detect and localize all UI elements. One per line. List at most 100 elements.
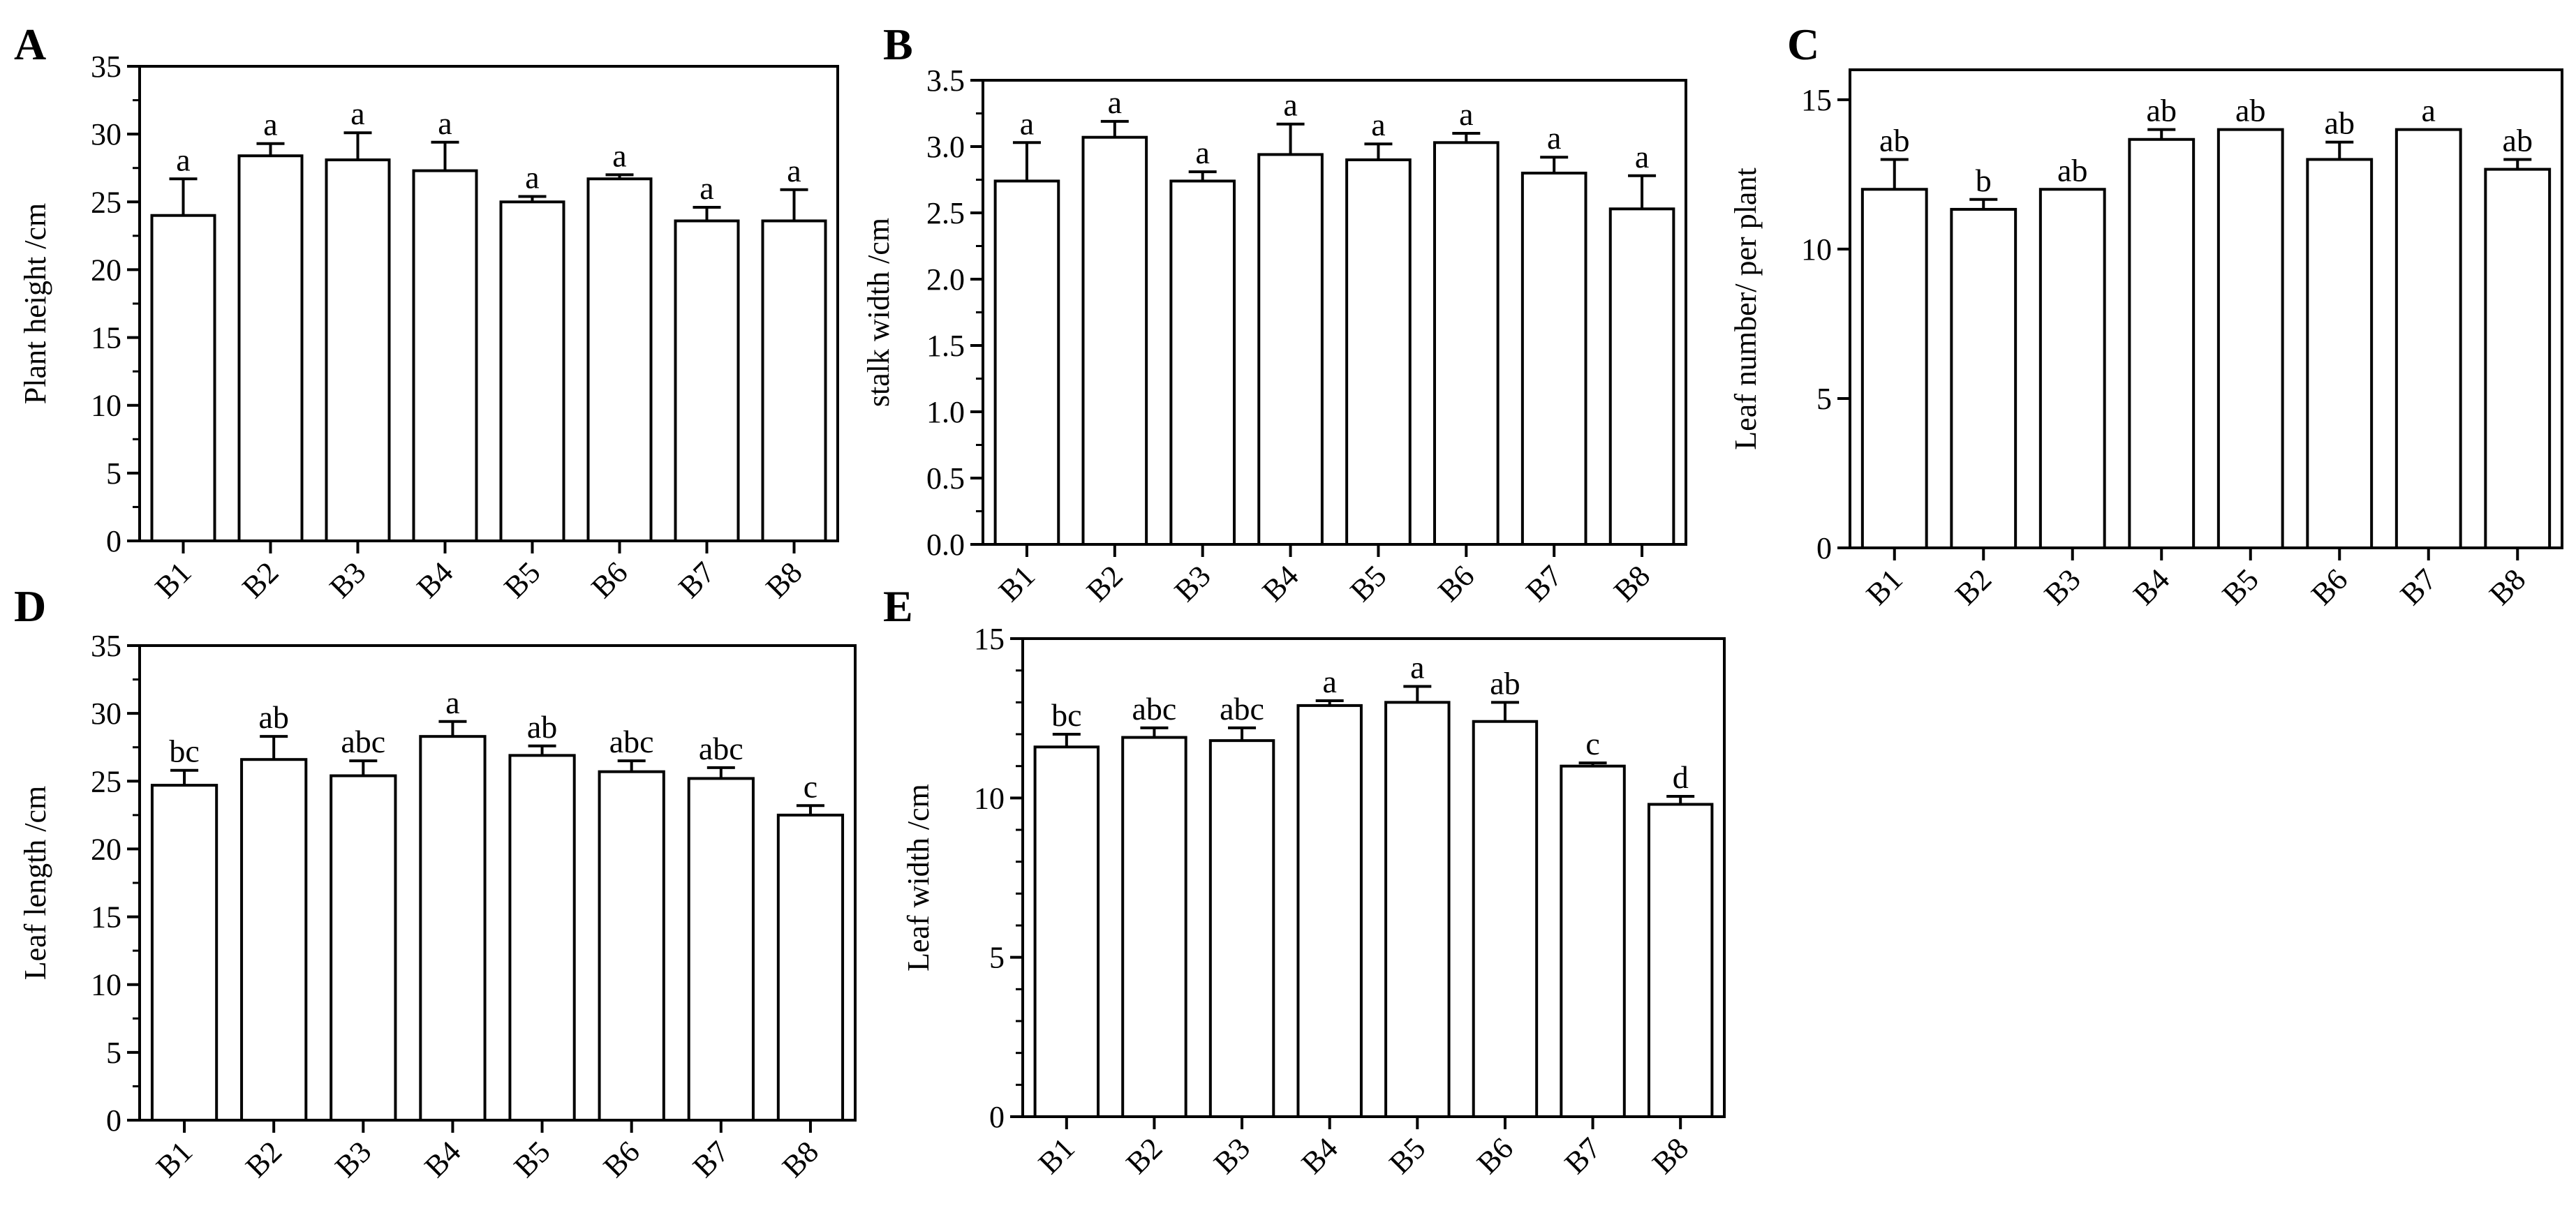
category-label: B7 (686, 1134, 736, 1184)
significance-letter: bc (169, 734, 199, 769)
y-tick-label: 1.5 (926, 329, 965, 363)
y-tick-label: 0.5 (926, 461, 965, 496)
significance-letter: a (1371, 107, 1385, 142)
significance-letter: ab (2503, 122, 2533, 158)
bar-b5 (499, 200, 565, 542)
category-label: B1 (149, 1134, 199, 1184)
significance-letter: a (445, 685, 459, 720)
y-tick-label: 2.0 (926, 262, 965, 297)
significance-letter: a (1459, 96, 1473, 132)
bar-b1 (150, 784, 219, 1122)
category-label: B3 (2038, 562, 2087, 611)
y-tick-label: 30 (91, 697, 121, 731)
panel-letter: C (1787, 20, 1819, 69)
bar-b4 (2128, 137, 2196, 550)
category-label: B7 (1558, 1131, 1608, 1180)
y-tick-label: 35 (91, 629, 121, 663)
y-tick-label: 35 (91, 50, 121, 84)
y-tick-label: 0 (1816, 531, 1832, 565)
bar-b8 (1647, 803, 1714, 1118)
category-label: B6 (597, 1134, 646, 1184)
bar-b1 (1860, 188, 1928, 549)
significance-letter: ab (2147, 93, 2177, 128)
category-label: B4 (418, 1134, 468, 1184)
significance-letter: abc (1220, 691, 1264, 727)
category-label: B1 (1860, 562, 1909, 611)
bar-b5 (508, 754, 576, 1122)
category-label: B8 (760, 555, 809, 604)
bar-b1 (150, 214, 216, 542)
y-axis-label: Plant height /cm (18, 203, 52, 404)
significance-letter: ab (2057, 152, 2087, 188)
category-label: B7 (1519, 558, 1569, 608)
bar-b6 (1472, 720, 1539, 1118)
category-label: B2 (1120, 1131, 1169, 1180)
y-tick-label: 10 (91, 389, 121, 423)
significance-letter: abc (609, 724, 654, 759)
category-label: B5 (2216, 562, 2265, 611)
y-tick-label: 25 (91, 185, 121, 219)
y-tick-label: 15 (1801, 83, 1832, 117)
y-tick-label: 15 (91, 321, 121, 355)
y-tick-label: 0 (989, 1100, 1005, 1134)
category-label: B5 (1344, 558, 1393, 608)
bar-b3 (1208, 739, 1275, 1118)
y-tick-label: 20 (91, 832, 121, 866)
y-axis-label: Leaf number/ per plant (1729, 168, 1763, 449)
bar-b1 (1033, 745, 1100, 1119)
bar-b6 (586, 177, 653, 542)
y-tick-label: 20 (91, 253, 121, 287)
y-axis-label: Leaf length /cm (18, 786, 52, 981)
category-label: B1 (149, 555, 198, 604)
significance-letter: abc (1132, 691, 1177, 727)
plot-frame (1849, 68, 2563, 549)
category-label: B5 (498, 555, 547, 604)
y-tick-label: 15 (91, 900, 121, 935)
significance-letter: abc (341, 724, 385, 759)
y-tick-label: 5 (1816, 382, 1832, 416)
significance-letter: a (1108, 84, 1122, 120)
bar-b4 (419, 735, 487, 1122)
y-tick-label: 30 (91, 117, 121, 151)
category-label: B6 (2304, 562, 2354, 611)
category-label: B2 (239, 1134, 288, 1184)
significance-letter: a (2422, 93, 2436, 128)
bar-b5 (2216, 128, 2284, 549)
significance-letter: a (350, 96, 364, 131)
y-tick-label: 5 (989, 941, 1005, 975)
bar-b5 (1345, 158, 1412, 546)
panel-a: A 0 5 10 15 20 25 30 35 Plant height /cm a B1 a B2 a B3… (14, 20, 839, 604)
category-label: B8 (776, 1134, 825, 1184)
category-label: B1 (992, 558, 1042, 608)
category-label: B6 (1470, 1131, 1520, 1180)
bar-b6 (1433, 141, 1500, 546)
y-tick-label: 5 (106, 1036, 121, 1070)
panel-letter: E (883, 581, 913, 631)
y-tick-label: 15 (974, 622, 1005, 656)
significance-letter: a (1547, 120, 1561, 156)
category-label: B7 (2394, 562, 2443, 611)
y-tick-label: 2.5 (926, 196, 965, 230)
category-label: B4 (1256, 558, 1305, 608)
bar-b3 (325, 158, 391, 543)
bar-b5 (1384, 701, 1451, 1118)
bar-b4 (412, 169, 478, 543)
category-label: B3 (1207, 1131, 1257, 1180)
category-label: B2 (236, 555, 286, 604)
y-tick-label: 0 (106, 1103, 121, 1138)
significance-letter: a (1410, 650, 1424, 685)
bar-b7 (687, 777, 755, 1122)
significance-letter: ab (2235, 93, 2265, 128)
significance-letter: a (1195, 135, 1209, 170)
significance-letter: a (1635, 139, 1649, 174)
y-tick-label: 10 (974, 781, 1005, 815)
significance-letter: a (525, 160, 539, 195)
bar-b3 (1169, 179, 1236, 546)
y-tick-label: 3.0 (926, 130, 965, 164)
significance-letter: a (176, 142, 190, 177)
panel-c: C 0 5 10 15 Leaf number/ per plant ab B1 b B2 ab B3… (1729, 20, 2563, 611)
bar-b2 (240, 758, 308, 1122)
bar-b8 (776, 813, 845, 1122)
